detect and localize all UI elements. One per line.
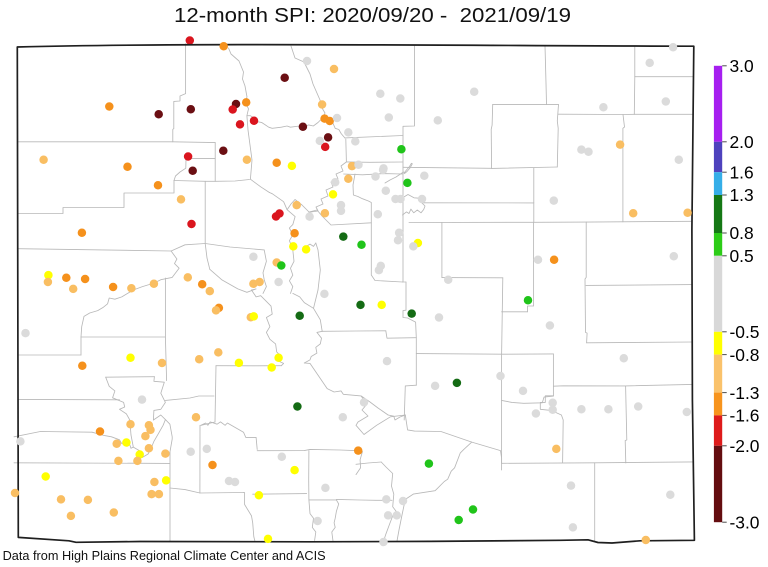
svg-text:-0.5: -0.5: [730, 322, 760, 342]
svg-text:2.0: 2.0: [730, 132, 754, 152]
svg-text:0.5: 0.5: [730, 246, 754, 266]
svg-text:12-month SPI: 2020/09/20 - 20: 12-month SPI: 2020/09/20 - 2021/09/19: [174, 5, 571, 27]
svg-text:-1.6: -1.6: [730, 406, 760, 426]
svg-text:-3.0: -3.0: [730, 512, 760, 532]
svg-text:0.8: 0.8: [730, 223, 754, 243]
svg-text:-2.0: -2.0: [730, 436, 760, 456]
svg-text:1.6: 1.6: [730, 162, 754, 182]
svg-text:1.3: 1.3: [730, 185, 754, 205]
svg-text:Data from High Plains Regional: Data from High Plains Regional Climate C…: [3, 548, 326, 563]
svg-text:-0.8: -0.8: [730, 345, 760, 365]
svg-text:-1.3: -1.3: [730, 383, 760, 403]
svg-text:3.0: 3.0: [730, 56, 754, 76]
